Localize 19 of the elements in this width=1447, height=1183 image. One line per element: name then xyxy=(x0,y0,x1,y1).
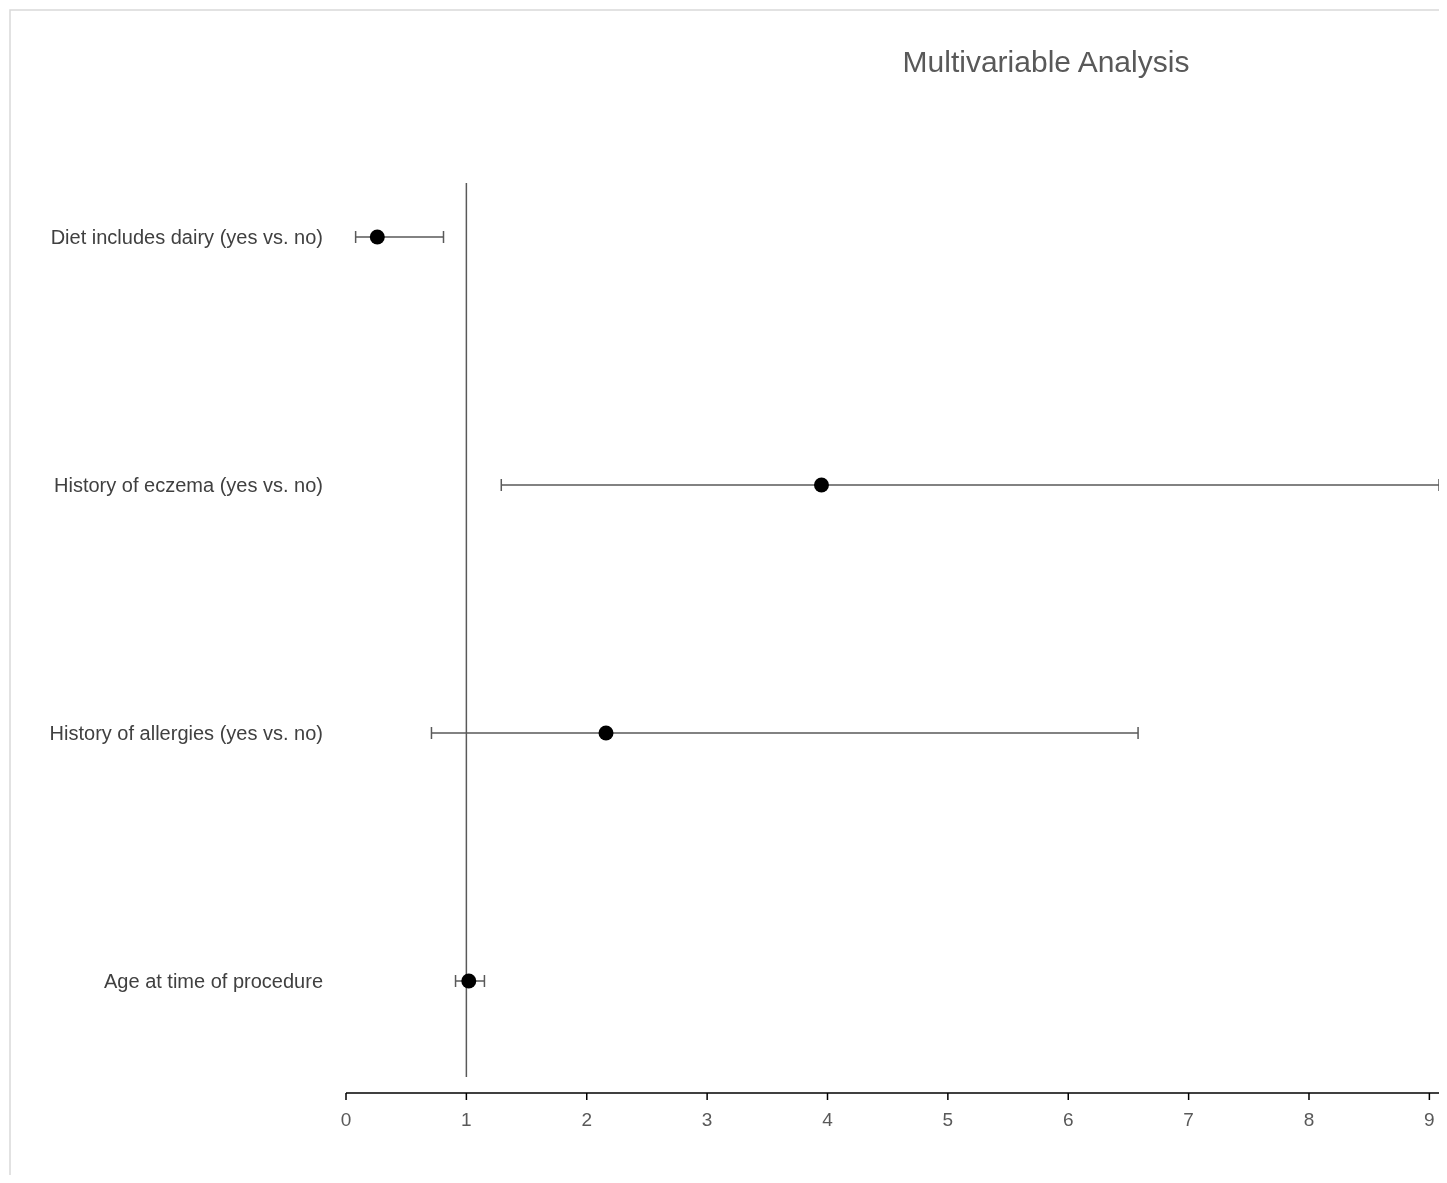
x-tick-label: 3 xyxy=(701,1109,713,1130)
point xyxy=(813,477,829,493)
x-tick-label: 4 xyxy=(822,1109,834,1130)
x-tick-label: 9 xyxy=(1424,1109,1435,1130)
x-tick-label: 5 xyxy=(942,1109,954,1130)
x-tick-label: 0 xyxy=(340,1109,352,1130)
point xyxy=(598,725,614,741)
y-tick-label: Diet includes dairy (yes vs. no) xyxy=(50,226,323,248)
y-tick-label: Age at time of procedure xyxy=(103,970,323,992)
x-tick-label: 6 xyxy=(1062,1109,1074,1130)
x-tick-label: 7 xyxy=(1183,1109,1194,1130)
x-tick-label: 1 xyxy=(461,1109,472,1130)
y-tick-label: History of eczema (yes vs. no) xyxy=(54,474,323,496)
y-tick-label: History of allergies (yes vs. no) xyxy=(49,722,323,744)
x-tick-label: 2 xyxy=(581,1109,593,1130)
x-tick-label: 8 xyxy=(1303,1109,1315,1130)
point xyxy=(461,973,477,989)
chart-title: Multivariable Analysis xyxy=(902,45,1190,78)
point xyxy=(369,229,385,245)
